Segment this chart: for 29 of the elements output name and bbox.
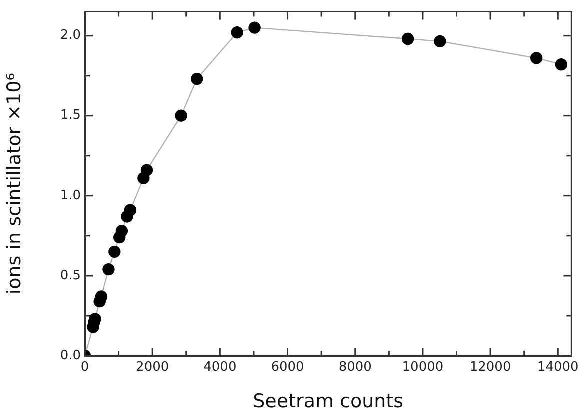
point [434, 35, 446, 48]
x-tick-label: 0 [80, 360, 90, 376]
x-tick-label: 12000 [470, 360, 512, 376]
point [140, 164, 154, 176]
x-tick-label: 2000 [136, 360, 170, 376]
y-tick-label: 1.0 [60, 188, 81, 204]
point [191, 72, 204, 86]
point [231, 26, 244, 39]
y-tick-label: 0.0 [60, 348, 81, 364]
y-axis-title: ions in scintillator ×10⁶ [3, 73, 26, 295]
x-tick-label: 14000 [537, 360, 579, 376]
x-axis-title: Seetram counts [253, 390, 404, 413]
point [402, 32, 414, 46]
point [108, 246, 121, 258]
x-tick-label: 8000 [338, 360, 372, 376]
point [530, 52, 543, 64]
y-tick-label: 1.5 [60, 108, 81, 124]
y-tick-label: 0.5 [60, 268, 81, 284]
point [248, 22, 261, 34]
x-tick-label: 4000 [204, 360, 237, 376]
y-tick-label: 2.0 [60, 28, 81, 44]
point [175, 110, 188, 122]
point [102, 263, 115, 276]
point [95, 290, 108, 303]
point [555, 58, 568, 71]
point [124, 204, 137, 216]
point [116, 225, 128, 238]
x-tick-label: 10000 [402, 360, 444, 376]
x-tick-label: 6000 [271, 360, 304, 376]
